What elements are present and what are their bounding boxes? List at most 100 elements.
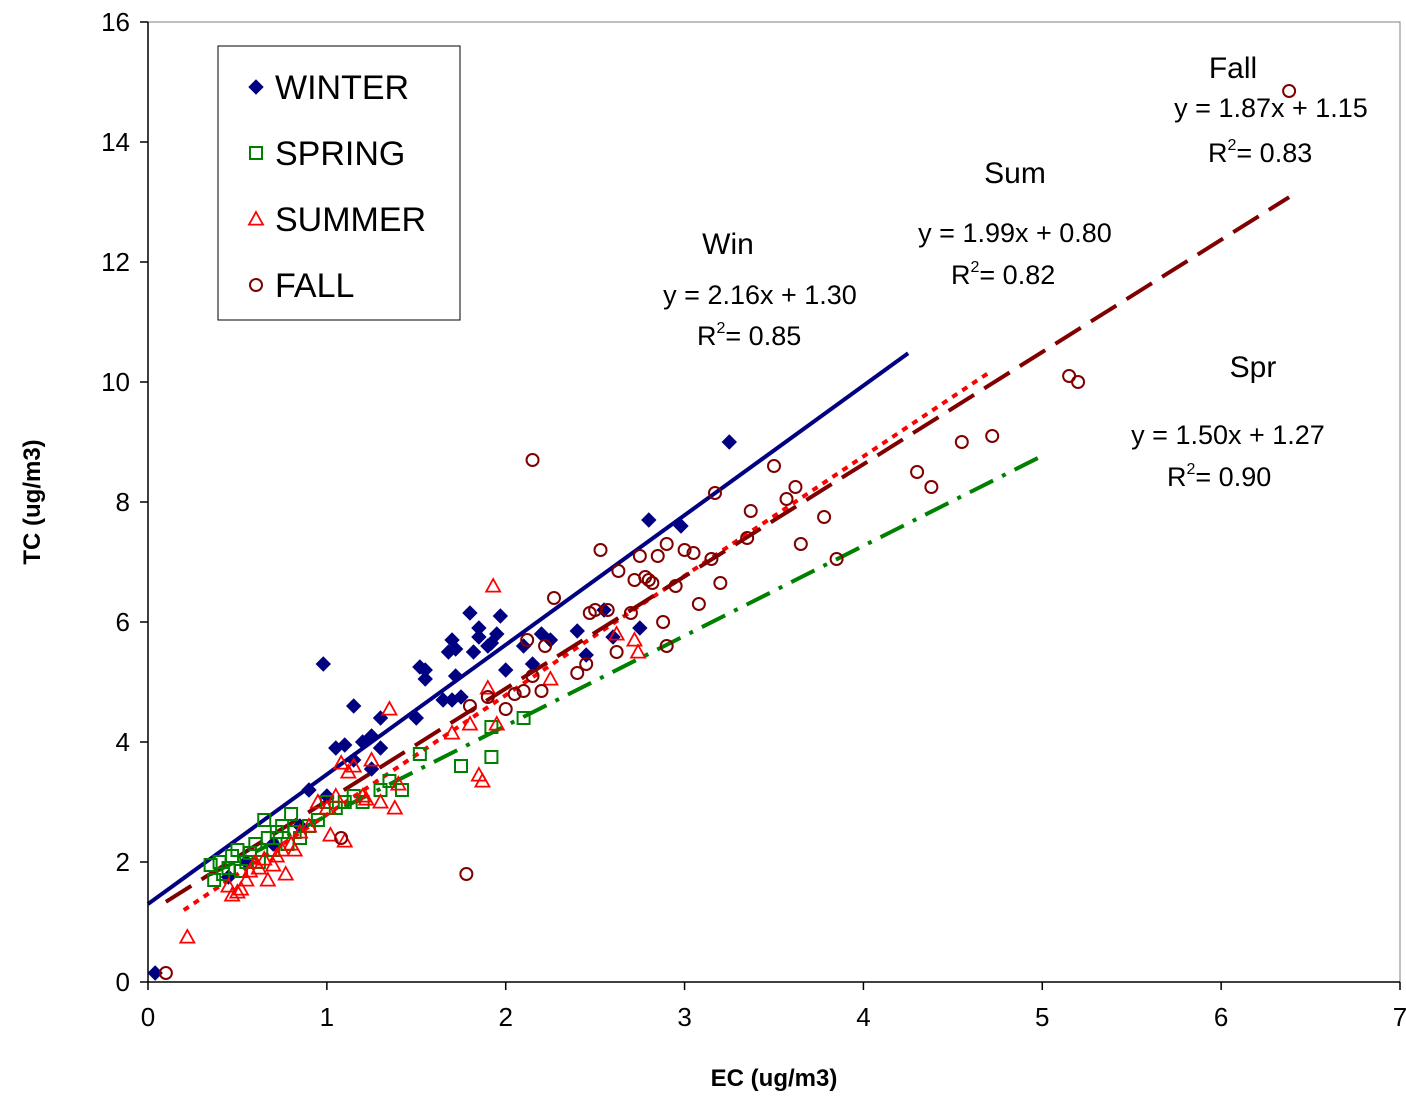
data-point-spring bbox=[203, 858, 218, 872]
annotation-win-r2: R2= 0.85 bbox=[697, 320, 801, 351]
legend-label-spring: SPRING bbox=[275, 135, 405, 173]
data-point-fall bbox=[623, 606, 638, 620]
data-point-fall bbox=[462, 699, 477, 713]
data-point-summer bbox=[461, 715, 479, 731]
data-point-fall bbox=[459, 867, 474, 881]
data-point-fall bbox=[600, 603, 615, 617]
data-point-fall bbox=[593, 543, 608, 557]
data-point-fall bbox=[579, 657, 594, 671]
annotation-sum-r2: R2= 0.82 bbox=[951, 259, 1055, 290]
data-point-summer bbox=[386, 799, 404, 815]
data-point-summer bbox=[178, 928, 196, 944]
data-point-winter bbox=[673, 518, 689, 534]
y-tick-label: 0 bbox=[116, 967, 130, 997]
data-point-summer bbox=[286, 841, 304, 857]
data-point-fall bbox=[788, 480, 803, 494]
data-point-winter bbox=[447, 641, 464, 657]
trendlines bbox=[146, 195, 1291, 912]
data-point-fall bbox=[740, 531, 755, 545]
data-point-summer bbox=[363, 751, 381, 767]
data-point-fall bbox=[668, 579, 683, 593]
legend-label-fall: FALL bbox=[275, 267, 354, 305]
data-point-spring bbox=[454, 759, 468, 773]
data-point-summer bbox=[345, 757, 363, 773]
annotation-fall-label: Fall bbox=[1209, 52, 1257, 85]
legend-label-summer: SUMMER bbox=[275, 201, 426, 239]
annotation-fall: Fall y = 1.87x + 1.15 R2= 0.83 bbox=[1174, 52, 1368, 168]
annotation-sum-label: Sum bbox=[984, 157, 1046, 190]
data-point-winter bbox=[453, 689, 469, 705]
data-point-fall bbox=[707, 486, 722, 500]
data-point-fall bbox=[829, 552, 844, 566]
data-point-summer bbox=[300, 817, 318, 833]
y-tick-label: 6 bbox=[116, 607, 130, 637]
data-point-summer bbox=[443, 724, 461, 740]
data-point-summer bbox=[318, 799, 336, 815]
data-point-fall bbox=[1282, 84, 1297, 98]
data-point-fall bbox=[334, 831, 349, 845]
data-point-winter bbox=[489, 626, 505, 642]
trendline-winter bbox=[146, 351, 910, 906]
trendline-spring bbox=[209, 454, 1044, 877]
data-point-summer bbox=[228, 883, 246, 899]
data-point-spring bbox=[284, 807, 299, 821]
data-point-summer bbox=[608, 625, 626, 641]
data-point-fall bbox=[632, 549, 647, 563]
data-point-summer bbox=[473, 772, 491, 788]
data-point-fall bbox=[158, 966, 173, 980]
data-point-summer bbox=[255, 850, 273, 866]
x-tick-label: 5 bbox=[1035, 1002, 1049, 1032]
data-point-fall bbox=[570, 666, 585, 680]
data-point-fall bbox=[480, 690, 495, 704]
x-tick-label: 1 bbox=[320, 1002, 334, 1032]
y-tick-label: 10 bbox=[101, 367, 130, 397]
data-point-fall bbox=[516, 684, 531, 698]
data-point-winter bbox=[315, 656, 331, 672]
data-point-spring bbox=[516, 711, 531, 725]
data-point-fall bbox=[817, 510, 832, 524]
legend-marker-summer bbox=[247, 210, 265, 226]
legend-marker-winter bbox=[248, 79, 264, 95]
x-axis-title: EC (ug/m3) bbox=[711, 1065, 838, 1092]
legend-marker-spring bbox=[249, 146, 263, 160]
data-point-summer bbox=[232, 880, 250, 896]
data-point-fall bbox=[498, 702, 513, 716]
data-point-winter bbox=[354, 734, 371, 750]
x-tick-label: 4 bbox=[856, 1002, 870, 1032]
annotation-win-label: Win bbox=[702, 228, 754, 261]
data-point-fall bbox=[534, 684, 549, 698]
data-point-fall bbox=[656, 615, 671, 629]
annotation-fall-equation: y = 1.87x + 1.15 bbox=[1174, 93, 1368, 123]
annotation-sum-r2-value: = 0.82 bbox=[979, 260, 1055, 290]
annotation-sum: Sum y = 1.99x + 0.80 R2= 0.82 bbox=[918, 157, 1112, 290]
data-point-fall bbox=[767, 459, 781, 473]
data-point-summer bbox=[625, 631, 644, 647]
data-point-summer bbox=[488, 715, 506, 731]
data-point-fall bbox=[538, 639, 553, 653]
data-point-winter bbox=[498, 662, 514, 678]
annotation-spr-label: Spr bbox=[1230, 351, 1277, 384]
data-point-winter bbox=[471, 629, 487, 645]
x-tick-label: 2 bbox=[498, 1002, 512, 1032]
data-point-winter bbox=[471, 620, 487, 636]
data-point-winter bbox=[462, 605, 478, 621]
data-point-winter bbox=[465, 644, 482, 660]
data-point-winter bbox=[301, 782, 317, 798]
y-tick-label: 14 bbox=[101, 127, 130, 157]
data-point-fall bbox=[704, 552, 719, 566]
data-point-summer bbox=[237, 871, 255, 887]
data-point-fall bbox=[611, 564, 626, 578]
data-point-fall bbox=[779, 492, 794, 506]
data-point-summer bbox=[219, 877, 238, 893]
x-tick-label: 6 bbox=[1214, 1002, 1228, 1032]
annotation-spr-equation: y = 1.50x + 1.27 bbox=[1131, 420, 1325, 450]
data-point-winter bbox=[447, 668, 464, 684]
y-tick-label: 16 bbox=[101, 7, 130, 37]
y-tick-label: 12 bbox=[101, 247, 130, 277]
data-point-fall bbox=[520, 633, 535, 647]
data-point-fall bbox=[1071, 375, 1086, 389]
annotation-fall-r2: R2= 0.83 bbox=[1208, 137, 1312, 168]
data-point-summer bbox=[332, 754, 350, 770]
